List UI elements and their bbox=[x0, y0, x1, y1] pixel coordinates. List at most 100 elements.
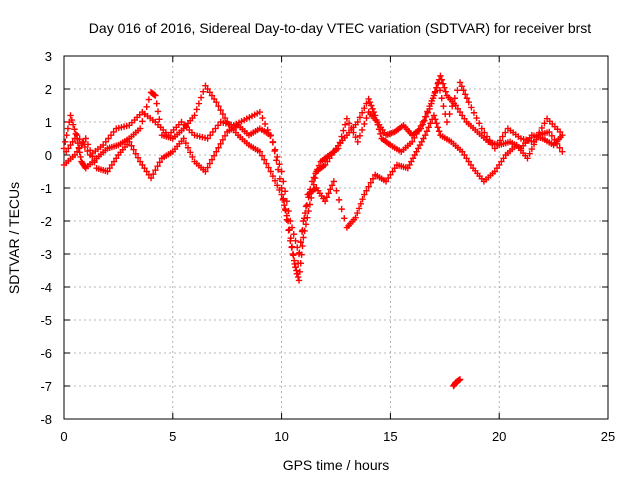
data-point bbox=[260, 156, 268, 163]
data-point bbox=[467, 161, 475, 169]
data-point bbox=[184, 144, 192, 151]
data-point bbox=[330, 178, 338, 185]
data-point bbox=[486, 137, 493, 144]
data-point bbox=[293, 270, 301, 277]
data-point bbox=[433, 120, 440, 127]
data-point bbox=[214, 122, 222, 129]
data-point bbox=[281, 188, 289, 195]
data-point bbox=[321, 161, 329, 169]
data-point bbox=[207, 132, 214, 139]
data-point bbox=[442, 88, 449, 95]
data-point bbox=[271, 177, 279, 184]
data-point bbox=[361, 120, 368, 128]
data-point bbox=[408, 158, 415, 165]
data-point bbox=[548, 132, 556, 140]
data-point bbox=[345, 120, 353, 127]
data-point bbox=[356, 132, 364, 140]
data-point bbox=[136, 125, 144, 132]
data-point bbox=[69, 138, 76, 145]
data-point bbox=[352, 133, 359, 141]
x-axis-label: GPS time / hours bbox=[283, 457, 390, 473]
data-point bbox=[387, 171, 394, 178]
data-point bbox=[454, 105, 462, 112]
data-point bbox=[302, 221, 310, 228]
data-point bbox=[458, 83, 465, 90]
data-point bbox=[408, 138, 416, 145]
data-point bbox=[546, 128, 553, 136]
data-point bbox=[436, 87, 444, 94]
data-point bbox=[305, 207, 312, 215]
y-tick-label: 3 bbox=[45, 49, 52, 64]
data-point bbox=[256, 108, 264, 116]
data-point bbox=[81, 143, 89, 151]
data-point bbox=[108, 161, 116, 169]
data-point bbox=[456, 79, 464, 86]
data-point bbox=[338, 133, 345, 140]
data-point bbox=[202, 168, 209, 175]
data-point bbox=[308, 178, 316, 185]
data-point bbox=[276, 175, 284, 182]
data-point bbox=[459, 148, 466, 155]
data-point bbox=[139, 161, 146, 169]
data-point bbox=[335, 196, 343, 204]
data-point bbox=[283, 198, 291, 205]
data-point bbox=[433, 84, 440, 91]
data-point bbox=[150, 170, 157, 178]
y-tick-label: -7 bbox=[40, 379, 52, 394]
data-point bbox=[556, 128, 564, 136]
data-point bbox=[265, 164, 272, 171]
data-point bbox=[422, 132, 429, 139]
data-point bbox=[208, 92, 216, 99]
data-point bbox=[132, 150, 140, 157]
data-point bbox=[359, 196, 366, 203]
data-point bbox=[280, 178, 287, 185]
data-point bbox=[314, 166, 321, 173]
data-point bbox=[389, 168, 396, 175]
data-point bbox=[141, 165, 148, 172]
data-point bbox=[209, 128, 217, 136]
data-point bbox=[204, 135, 211, 142]
data-point bbox=[91, 159, 98, 166]
data-point bbox=[221, 132, 229, 140]
data-point bbox=[369, 175, 377, 182]
data-point bbox=[431, 89, 438, 97]
data-point bbox=[494, 141, 501, 148]
data-point bbox=[461, 151, 468, 159]
data-point bbox=[336, 139, 344, 146]
data-point bbox=[264, 126, 271, 134]
data-point bbox=[499, 133, 506, 140]
data-point bbox=[68, 116, 76, 124]
data-point bbox=[105, 135, 112, 142]
data-point bbox=[107, 132, 115, 139]
data-point bbox=[187, 149, 194, 156]
y-tick-label: -1 bbox=[40, 181, 52, 196]
data-point bbox=[468, 104, 475, 111]
data-point bbox=[197, 94, 205, 101]
data-points bbox=[60, 72, 566, 390]
data-point bbox=[210, 152, 218, 159]
x-tick-label: 0 bbox=[60, 429, 67, 444]
data-point bbox=[440, 102, 447, 110]
data-point bbox=[274, 153, 281, 161]
data-point bbox=[69, 121, 77, 128]
data-point bbox=[465, 158, 472, 165]
data-point bbox=[448, 102, 456, 110]
data-point bbox=[106, 165, 113, 172]
data-point bbox=[538, 124, 546, 132]
data-point bbox=[76, 135, 83, 143]
data-point bbox=[463, 155, 470, 162]
data-point bbox=[465, 99, 472, 106]
data-point bbox=[422, 113, 430, 120]
data-point bbox=[102, 138, 109, 145]
data-point bbox=[423, 128, 431, 135]
data-point bbox=[287, 217, 294, 225]
data-point bbox=[498, 158, 505, 165]
data-point bbox=[73, 148, 81, 155]
data-point bbox=[307, 186, 314, 193]
chart-title: Day 016 of 2016, Sidereal Day-to-day VTE… bbox=[89, 20, 591, 36]
data-point bbox=[104, 168, 111, 175]
data-point bbox=[315, 162, 323, 169]
data-point bbox=[502, 129, 509, 136]
data-point bbox=[145, 96, 153, 103]
data-point bbox=[356, 114, 364, 121]
